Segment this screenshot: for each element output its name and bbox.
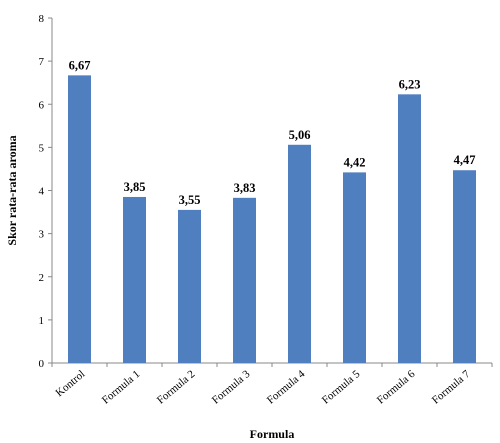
y-tick-label: 7 bbox=[39, 56, 45, 68]
bar bbox=[178, 209, 201, 363]
x-tick-label: Formula 3 bbox=[210, 368, 253, 407]
x-tick-label: Formula 4 bbox=[265, 368, 308, 407]
bars bbox=[68, 75, 476, 364]
bar bbox=[233, 197, 256, 363]
bar bbox=[68, 75, 91, 363]
bar bbox=[453, 170, 476, 363]
data-label: 4,42 bbox=[344, 155, 366, 169]
x-axis-ticks: Kontrol Formula 1 Formula 2 Formula 3 Formul… bbox=[51, 363, 493, 407]
y-tick-label: 4 bbox=[39, 186, 45, 198]
bar bbox=[398, 94, 421, 364]
y-tick-label: 3 bbox=[39, 229, 45, 241]
y-tick-label: 8 bbox=[39, 13, 45, 25]
y-tick-label: 1 bbox=[39, 315, 45, 327]
y-tick-label: 6 bbox=[39, 99, 45, 111]
y-tick-label: 2 bbox=[39, 272, 45, 284]
x-tick-label: Kontrol bbox=[53, 368, 87, 399]
data-label: 3,55 bbox=[179, 193, 201, 207]
x-tick-label: Formula 7 bbox=[430, 368, 473, 407]
data-label: 3,85 bbox=[124, 180, 146, 194]
bar bbox=[288, 144, 311, 363]
bar bbox=[123, 196, 146, 363]
y-tick-label: 0 bbox=[39, 358, 45, 370]
x-tick-label: Formula 6 bbox=[375, 368, 418, 407]
data-labels: 6,67 3,85 3,55 3,83 5,06 4,42 6,23 4,47 bbox=[69, 58, 476, 207]
data-label: 4,47 bbox=[454, 153, 476, 167]
data-label: 3,83 bbox=[234, 181, 256, 195]
x-tick-label: Formula 2 bbox=[155, 368, 198, 406]
x-tick-label: Formula 5 bbox=[320, 368, 363, 407]
x-axis-title: Formula bbox=[250, 427, 295, 441]
data-label: 6,67 bbox=[69, 58, 91, 72]
y-axis-ticks: 0 1 2 3 4 5 6 7 8 bbox=[39, 13, 52, 370]
bar bbox=[343, 172, 366, 363]
y-axis-title: Skor rata-rata aroma bbox=[5, 135, 19, 245]
data-label: 6,23 bbox=[399, 77, 421, 91]
data-label: 5,06 bbox=[289, 128, 311, 142]
y-tick-label: 5 bbox=[39, 142, 45, 154]
x-tick-label: Formula 1 bbox=[100, 368, 143, 406]
